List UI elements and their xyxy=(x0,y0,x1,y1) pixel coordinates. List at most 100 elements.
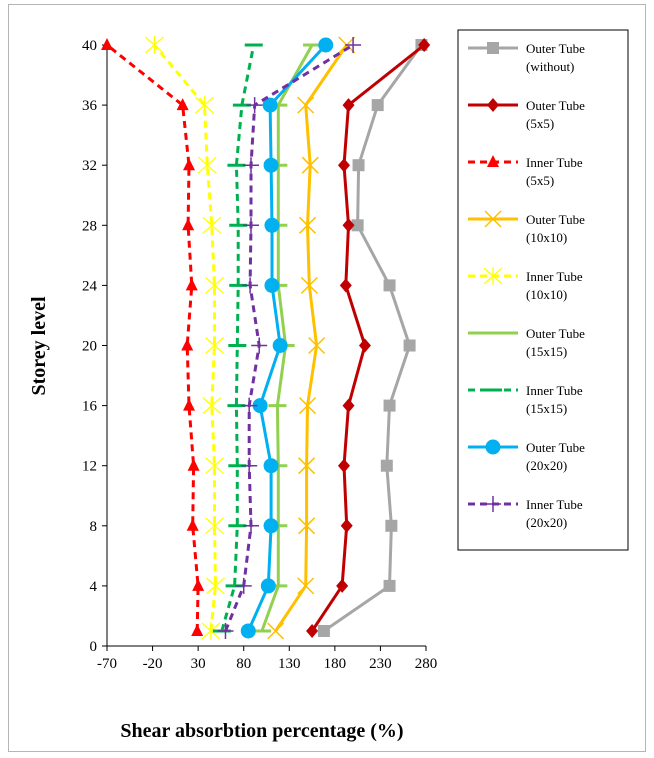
data-point xyxy=(192,578,205,591)
x-tick-label: 230 xyxy=(369,656,392,672)
data-point xyxy=(191,623,204,636)
data-point xyxy=(300,276,318,294)
data-point xyxy=(358,338,371,353)
series-4 xyxy=(144,36,225,640)
data-point xyxy=(243,517,260,534)
data-point xyxy=(262,97,278,113)
data-point xyxy=(186,518,199,531)
series-line xyxy=(323,44,423,633)
data-point xyxy=(301,156,319,174)
series-6 xyxy=(212,43,263,633)
legend-entry-2: Inner Tube (5x5) xyxy=(468,155,583,188)
series-line xyxy=(106,43,200,632)
data-point xyxy=(241,457,258,474)
x-axis-label: Shear absorbtion percentage (%) xyxy=(120,720,403,742)
x-tick-label: -20 xyxy=(143,656,163,672)
legend-entry-3: Outer Tube (10x10) xyxy=(468,210,585,245)
legend-entry-0: Outer Tube (without) xyxy=(468,41,585,74)
data-point xyxy=(298,397,317,415)
data-point xyxy=(298,517,316,535)
legend-label-sub: (10x10) xyxy=(526,230,567,245)
data-point xyxy=(144,36,164,54)
legend-marker xyxy=(483,267,503,285)
data-point xyxy=(272,338,288,353)
data-point xyxy=(205,336,224,355)
legend-label: Outer Tube xyxy=(526,98,585,113)
y-tick-labels: 0 4 8 12 16 20 24 28 32 36 40 xyxy=(82,38,107,655)
y-axis-label: Storey level xyxy=(28,296,50,395)
data-point xyxy=(197,156,217,175)
y-tick-label: 36 xyxy=(82,98,98,114)
data-point xyxy=(246,97,263,114)
data-point xyxy=(187,458,200,471)
data-point xyxy=(235,577,252,594)
legend-label-sub: (5x5) xyxy=(526,116,554,131)
data-point xyxy=(263,518,279,534)
data-point xyxy=(342,398,355,413)
data-point xyxy=(206,576,225,595)
data-point xyxy=(242,277,259,294)
x-tick-label: 280 xyxy=(415,656,438,672)
data-point xyxy=(403,339,416,352)
series-5 xyxy=(252,43,322,633)
data-point xyxy=(251,337,268,354)
legend-entry-1: Outer Tube (5x5) xyxy=(468,98,585,131)
y-tick-label: 16 xyxy=(82,399,98,415)
y-tick-label: 40 xyxy=(82,38,97,54)
y-tick-label: 20 xyxy=(82,339,97,355)
data-point xyxy=(182,218,195,231)
legend-marker xyxy=(485,496,501,512)
legend-label: Outer Tube xyxy=(526,326,585,341)
data-point xyxy=(202,396,222,415)
data-point xyxy=(318,37,334,53)
data-point xyxy=(297,96,315,114)
data-point xyxy=(337,158,350,173)
y-tick-label: 8 xyxy=(90,519,98,535)
series-layer xyxy=(101,36,431,640)
data-point xyxy=(383,399,396,412)
data-point xyxy=(201,621,221,640)
data-point xyxy=(252,398,268,414)
x-tick-label: -70 xyxy=(97,656,117,672)
data-point xyxy=(263,157,279,173)
legend-label: Inner Tube xyxy=(526,155,583,170)
data-point xyxy=(306,623,319,638)
legend-entry-4: Inner Tube (10x10) xyxy=(468,267,583,302)
data-point xyxy=(260,578,276,594)
series-line xyxy=(220,44,256,632)
legend-entry-7: Outer Tube (20x20) xyxy=(468,439,585,473)
legend-label-sub: (5x5) xyxy=(526,173,554,188)
series-line xyxy=(153,44,217,632)
legend-entry-6: Inner Tube (15x15) xyxy=(468,383,583,416)
data-point xyxy=(217,622,234,639)
data-point xyxy=(383,579,396,592)
data-point xyxy=(205,456,224,475)
chart-frame xyxy=(8,4,646,752)
data-point xyxy=(241,397,258,414)
legend-label: Outer Tube xyxy=(526,41,585,56)
data-point xyxy=(243,217,260,234)
data-point xyxy=(345,37,362,53)
data-point xyxy=(371,99,384,112)
data-point xyxy=(264,217,280,233)
series-1 xyxy=(306,38,431,638)
y-tick-label: 4 xyxy=(90,579,98,595)
data-point xyxy=(351,219,364,232)
data-point xyxy=(243,157,260,174)
data-point xyxy=(101,38,113,50)
data-point xyxy=(298,457,316,475)
data-point xyxy=(418,38,431,52)
data-point xyxy=(342,218,355,233)
series-3 xyxy=(267,36,356,640)
data-point xyxy=(298,216,317,234)
y-tick-label: 28 xyxy=(82,218,97,234)
series-8 xyxy=(217,37,362,639)
legend-label-sub: (20x20) xyxy=(526,458,567,473)
data-point xyxy=(240,623,256,639)
x-tick-label: 30 xyxy=(191,656,206,672)
x-tick-labels: -70 -20 30 80 130 180 230 280 xyxy=(97,646,437,672)
legend: Outer Tube(without)Outer Tube(5x5)Inner … xyxy=(457,29,629,551)
data-point xyxy=(340,518,353,533)
data-point xyxy=(263,458,279,474)
